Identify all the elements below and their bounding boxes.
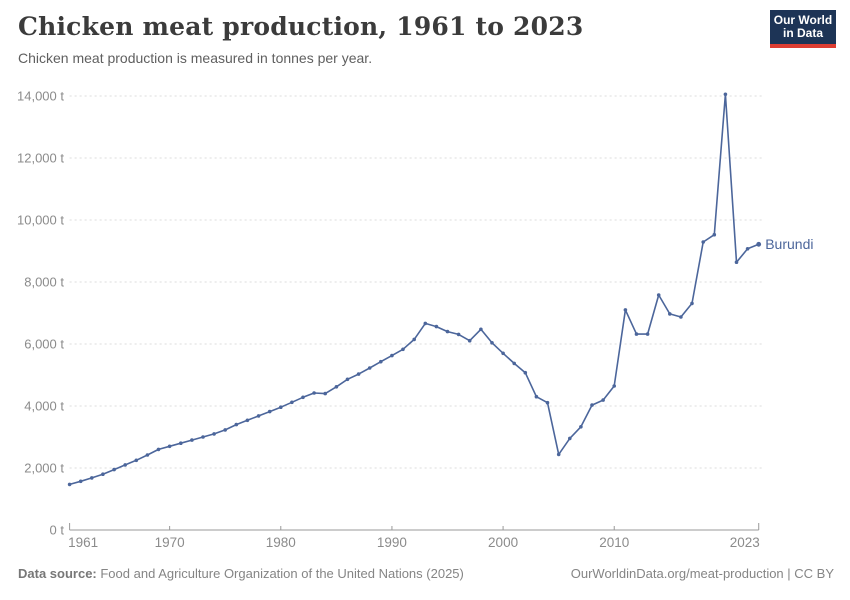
y-tick-label: 14,000 t xyxy=(17,89,64,104)
data-point xyxy=(712,232,717,237)
data-point xyxy=(279,405,283,410)
x-tick-label: 1990 xyxy=(377,535,407,550)
data-point xyxy=(78,479,83,484)
data-point xyxy=(101,472,105,477)
data-point xyxy=(623,308,628,312)
data-point xyxy=(634,332,639,336)
data-point xyxy=(479,327,483,332)
data-point xyxy=(256,414,261,418)
data-point xyxy=(734,260,739,265)
chart-footer: Data source: Food and Agriculture Organi… xyxy=(18,566,834,581)
data-source: Data source: Food and Agriculture Organi… xyxy=(18,566,464,581)
data-point xyxy=(601,398,605,402)
data-point xyxy=(212,432,216,436)
owid-logo-line2: in Data xyxy=(782,26,823,40)
data-point xyxy=(145,453,150,457)
data-point xyxy=(756,241,762,247)
data-point xyxy=(701,240,705,244)
owid-logo[interactable]: Our World in Data xyxy=(770,10,836,48)
data-point xyxy=(745,247,750,251)
y-tick-label: 8,000 t xyxy=(24,275,64,290)
data-point xyxy=(512,361,516,366)
data-point xyxy=(445,329,450,334)
data-point xyxy=(568,436,572,441)
data-point xyxy=(612,384,616,388)
y-tick-label: 10,000 t xyxy=(17,213,64,228)
data-point xyxy=(234,422,239,427)
x-tick-label: 1980 xyxy=(266,535,296,550)
data-point xyxy=(267,409,272,414)
data-point xyxy=(456,332,461,337)
data-point xyxy=(545,400,550,405)
owid-logo-line1: Our World xyxy=(773,13,833,27)
data-point xyxy=(367,366,372,370)
data-point xyxy=(112,467,116,472)
data-point xyxy=(167,444,172,449)
data-source-text: Food and Agriculture Organization of the… xyxy=(96,566,464,581)
data-point xyxy=(668,312,672,316)
data-point xyxy=(490,341,494,345)
data-point xyxy=(323,391,328,396)
data-point xyxy=(679,315,683,319)
data-point xyxy=(556,452,561,457)
y-tick-label: 4,000 t xyxy=(24,399,64,414)
y-tick-label: 12,000 t xyxy=(17,151,64,166)
x-tick-label: 2023 xyxy=(730,535,760,550)
data-point xyxy=(467,338,472,343)
data-point xyxy=(523,370,528,375)
data-point xyxy=(290,400,294,405)
x-tick-label: 1970 xyxy=(155,535,185,550)
data-point xyxy=(134,458,139,463)
data-point xyxy=(301,395,305,400)
x-tick-label: 1961 xyxy=(68,535,98,550)
chart-subtitle: Chicken meat production is measured in t… xyxy=(18,50,373,66)
series-label[interactable]: Burundi xyxy=(765,236,813,252)
y-tick-label: 6,000 t xyxy=(24,337,64,352)
data-point xyxy=(501,351,505,356)
data-point xyxy=(312,391,316,395)
data-point xyxy=(534,394,539,399)
data-point xyxy=(645,332,650,336)
data-point xyxy=(379,359,383,364)
y-tick-label: 2,000 t xyxy=(24,461,64,476)
chart-title: Chicken meat production, 1961 to 2023 xyxy=(18,12,584,41)
data-point xyxy=(590,403,594,407)
data-point xyxy=(345,377,350,382)
data-point xyxy=(90,476,94,480)
data-point xyxy=(179,441,183,446)
data-point xyxy=(390,353,394,358)
data-point xyxy=(223,428,227,432)
data-point xyxy=(67,482,72,487)
data-point xyxy=(245,418,250,423)
data-point xyxy=(123,463,127,467)
data-point xyxy=(334,385,339,389)
data-point xyxy=(656,293,661,297)
data-point xyxy=(690,301,694,306)
y-tick-label: 0 t xyxy=(50,523,65,538)
data-point xyxy=(356,372,361,376)
data-point xyxy=(434,324,439,329)
credit-link[interactable]: OurWorldinData.org/meat-production | CC … xyxy=(570,566,834,581)
data-point xyxy=(190,438,194,442)
data-point xyxy=(723,92,728,97)
data-source-label: Data source: xyxy=(18,566,97,581)
data-point xyxy=(579,425,583,429)
data-point xyxy=(401,347,405,352)
plot-area[interactable]: 0 t 2,000 t 4,000 t 6,000 t 8,000 t 10,000 t 1… xyxy=(0,80,850,555)
x-tick-label: 2010 xyxy=(599,535,629,550)
data-point xyxy=(423,321,428,326)
x-tick-label: 2000 xyxy=(488,535,518,550)
data-line[interactable] xyxy=(68,93,760,486)
data-point xyxy=(156,447,161,452)
data-point xyxy=(201,435,205,439)
data-point xyxy=(412,337,417,342)
